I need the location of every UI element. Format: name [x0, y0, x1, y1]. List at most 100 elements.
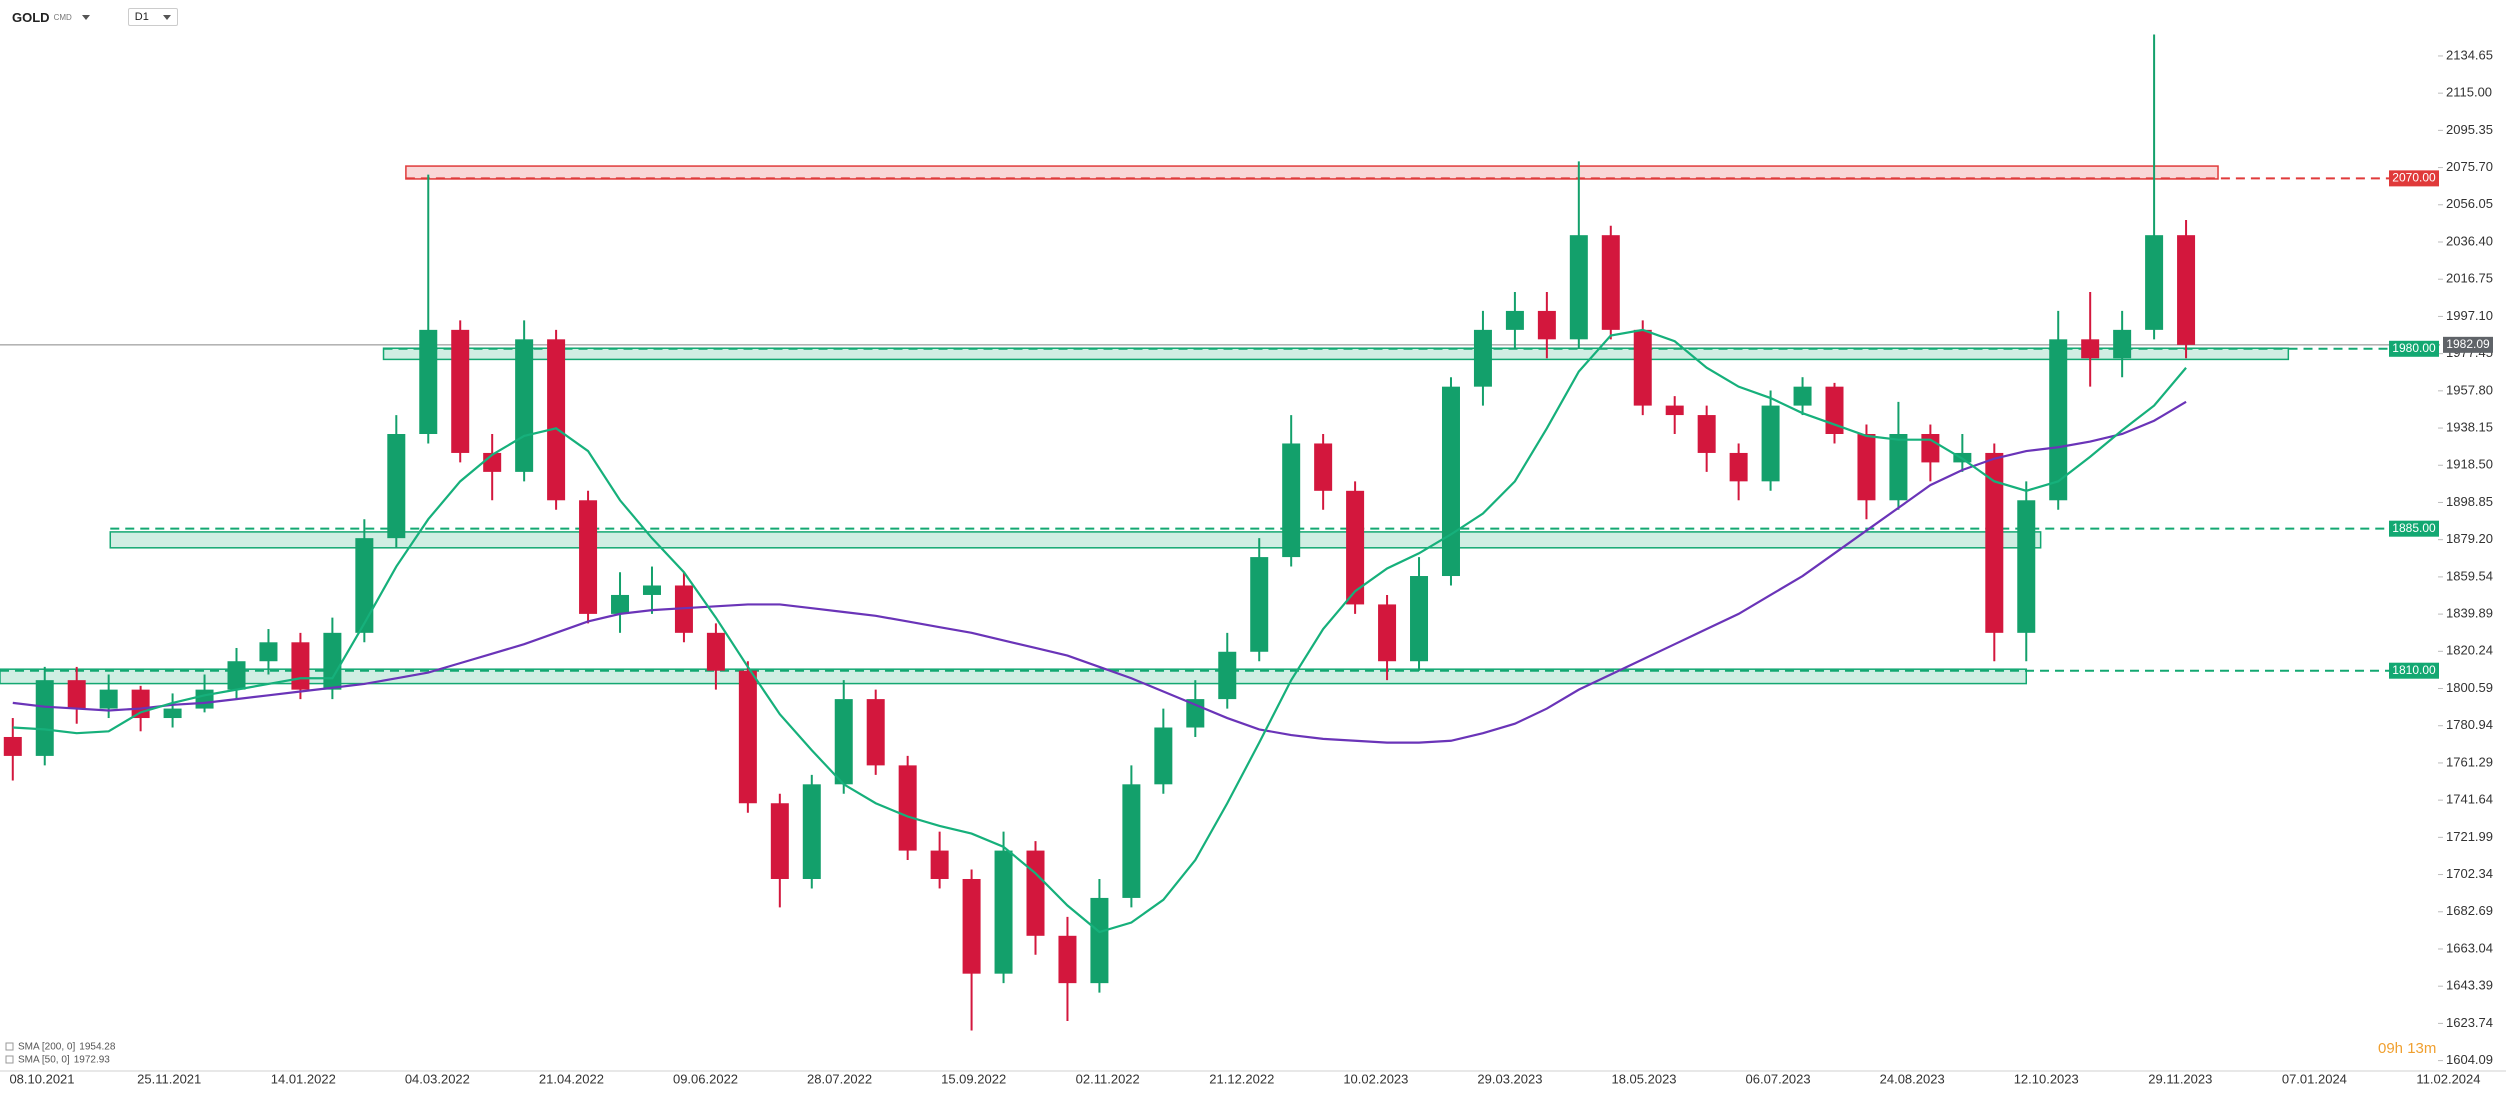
- candle-body: [387, 434, 406, 539]
- candle-body: [2177, 235, 2196, 345]
- candle-body: [1601, 235, 1620, 330]
- candle-body: [1793, 386, 1812, 406]
- y-tick-label: 1741.64: [2446, 792, 2493, 807]
- candle-body: [1314, 443, 1333, 491]
- y-tick-label: 1938.15: [2446, 419, 2493, 434]
- candle-body: [611, 594, 630, 614]
- candle-body: [163, 708, 182, 719]
- candle-body: [994, 850, 1013, 974]
- y-tick-label: 2056.05: [2446, 196, 2493, 211]
- zone: [405, 165, 2219, 180]
- candle-body: [1186, 699, 1205, 728]
- y-tick-label: 1839.89: [2446, 606, 2493, 621]
- timeframe-caret: [162, 14, 171, 20]
- candle-body: [1122, 784, 1141, 898]
- candle-body: [1473, 329, 1492, 387]
- last-price-label: 1982.09: [2446, 337, 2490, 351]
- x-tick-label: 25.11.2021: [137, 1071, 201, 1086]
- candle-body: [866, 699, 885, 766]
- candle-body: [1505, 310, 1524, 330]
- symbol-header: GOLD CMD D1: [12, 8, 178, 26]
- y-tick-label: 2075.70: [2446, 159, 2493, 174]
- candle-body: [67, 680, 86, 709]
- candle-body: [195, 689, 214, 709]
- candle-body: [738, 670, 757, 804]
- sma-line: [12, 400, 2187, 744]
- candle-body: [227, 661, 246, 690]
- y-tick-label: 1859.54: [2446, 568, 2493, 583]
- legend-name: SMA [50, 0]: [18, 1055, 70, 1066]
- candle-body: [1250, 557, 1269, 652]
- candle-body: [1889, 434, 1908, 501]
- level-badge: [2389, 340, 2439, 357]
- y-tick-label: 1623.74: [2446, 1015, 2493, 1030]
- y-tick-label: 1820.24: [2446, 643, 2493, 658]
- x-tick-label: 04.03.2022: [405, 1071, 470, 1086]
- level-label: 1810.00: [2392, 663, 2436, 677]
- x-tick-label: 21.04.2022: [539, 1071, 604, 1086]
- x-tick-label: 06.07.2023: [1746, 1071, 1811, 1086]
- symbol-dropdown[interactable]: [81, 14, 90, 20]
- x-tick-label: 21.12.2022: [1209, 1071, 1274, 1086]
- candle-body: [99, 689, 118, 709]
- candle-body: [770, 803, 789, 879]
- candle-body: [419, 329, 438, 435]
- candle-body: [1218, 651, 1237, 700]
- x-tick-label: 24.08.2023: [1880, 1071, 1945, 1086]
- legend-name: SMA [200, 0]: [18, 1042, 75, 1053]
- candle-body: [1729, 452, 1748, 482]
- x-tick-label: 09.06.2022: [673, 1071, 738, 1086]
- symbol[interactable]: GOLD: [12, 9, 50, 25]
- x-tick-label: 10.02.2023: [1343, 1071, 1408, 1086]
- candle-body: [706, 632, 725, 671]
- x-tick-label: 15.09.2022: [941, 1071, 1006, 1086]
- candle-body: [579, 500, 598, 614]
- candle-body: [1441, 386, 1460, 577]
- x-tick-label: 18.05.2023: [1611, 1071, 1676, 1086]
- y-tick-label: 1721.99: [2446, 829, 2493, 844]
- x-tick-label: 14.01.2022: [271, 1071, 336, 1086]
- candle-body: [3, 736, 22, 756]
- candle-body: [547, 339, 566, 501]
- candle-body: [802, 784, 821, 879]
- candle-body: [355, 538, 374, 633]
- y-tick-label: 1604.09: [2446, 1052, 2493, 1067]
- x-tick-label: 11.02.2024: [2416, 1071, 2480, 1086]
- candle-body: [962, 878, 981, 974]
- x-tick-label: 28.07.2022: [807, 1071, 872, 1086]
- candle-body: [2049, 339, 2068, 501]
- candle-body: [2017, 500, 2036, 633]
- level-badge: [2389, 520, 2439, 537]
- y-tick-label: 1800.59: [2446, 680, 2493, 695]
- y-tick-label: 1780.94: [2446, 717, 2493, 732]
- y-tick-label: 2036.40: [2446, 233, 2493, 248]
- y-tick-label: 2016.75: [2446, 271, 2493, 286]
- y-tick-label: 1997.10: [2446, 308, 2493, 323]
- y-tick-label: 1957.80: [2446, 382, 2493, 397]
- candle-body: [930, 850, 949, 879]
- level-label: 2070.00: [2392, 171, 2436, 185]
- level-label: 1885.00: [2392, 521, 2436, 535]
- candle-body: [1058, 935, 1077, 984]
- y-tick-label: 2115.00: [2446, 85, 2492, 100]
- y-tick-label: 2095.35: [2446, 122, 2493, 137]
- candle-body: [323, 632, 342, 690]
- candle-body: [1537, 310, 1556, 340]
- y-tick-label: 1879.20: [2446, 531, 2493, 546]
- x-tick-label: 12.10.2023: [2014, 1071, 2079, 1086]
- legend-value: 1972.93: [74, 1055, 111, 1066]
- candle-body: [2113, 329, 2132, 359]
- candle-body: [1154, 727, 1173, 785]
- candle-body: [131, 689, 150, 719]
- candle-body: [1857, 434, 1876, 501]
- countdown: 09h 13m: [2378, 1040, 2436, 1057]
- candle-body: [1665, 405, 1684, 416]
- legend-value: 1954.28: [79, 1042, 116, 1053]
- x-tick-label: 29.11.2023: [2148, 1071, 2212, 1086]
- last-price-badge: [2443, 336, 2493, 353]
- y-tick-label: 1898.85: [2446, 494, 2493, 509]
- candle-body: [1633, 329, 1652, 406]
- timeframe-select[interactable]: D1: [127, 8, 178, 26]
